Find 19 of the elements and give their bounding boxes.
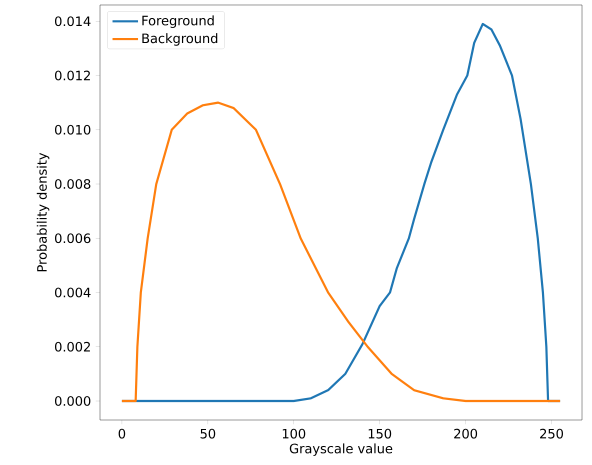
x-tick-label: 200 (454, 428, 478, 439)
x-tick-label: 0 (118, 428, 126, 439)
legend-label: Background (142, 33, 218, 46)
y-tick-label: 0.012 (55, 70, 90, 80)
y-tick-label: 0.002 (55, 342, 90, 352)
x-axis-title: Grayscale value (290, 443, 392, 456)
line-series (120, 102, 562, 402)
x-tick-label: 150 (368, 428, 392, 439)
y-axis-title: Probability density (36, 152, 50, 272)
y-tick-label: 0.008 (55, 179, 90, 189)
x-tick-label: 100 (282, 428, 306, 439)
legend-label: Foreground (142, 15, 214, 28)
y-tick-label: 0.004 (55, 288, 90, 298)
x-tick-label: 250 (540, 428, 563, 439)
y-tick-label: 0.006 (55, 233, 90, 244)
y-tick-label: 0.010 (55, 124, 90, 135)
x-tick-label: 50 (200, 428, 216, 439)
y-tick-label: 0.014 (55, 16, 90, 26)
y-tick-label: 0.000 (55, 396, 90, 406)
